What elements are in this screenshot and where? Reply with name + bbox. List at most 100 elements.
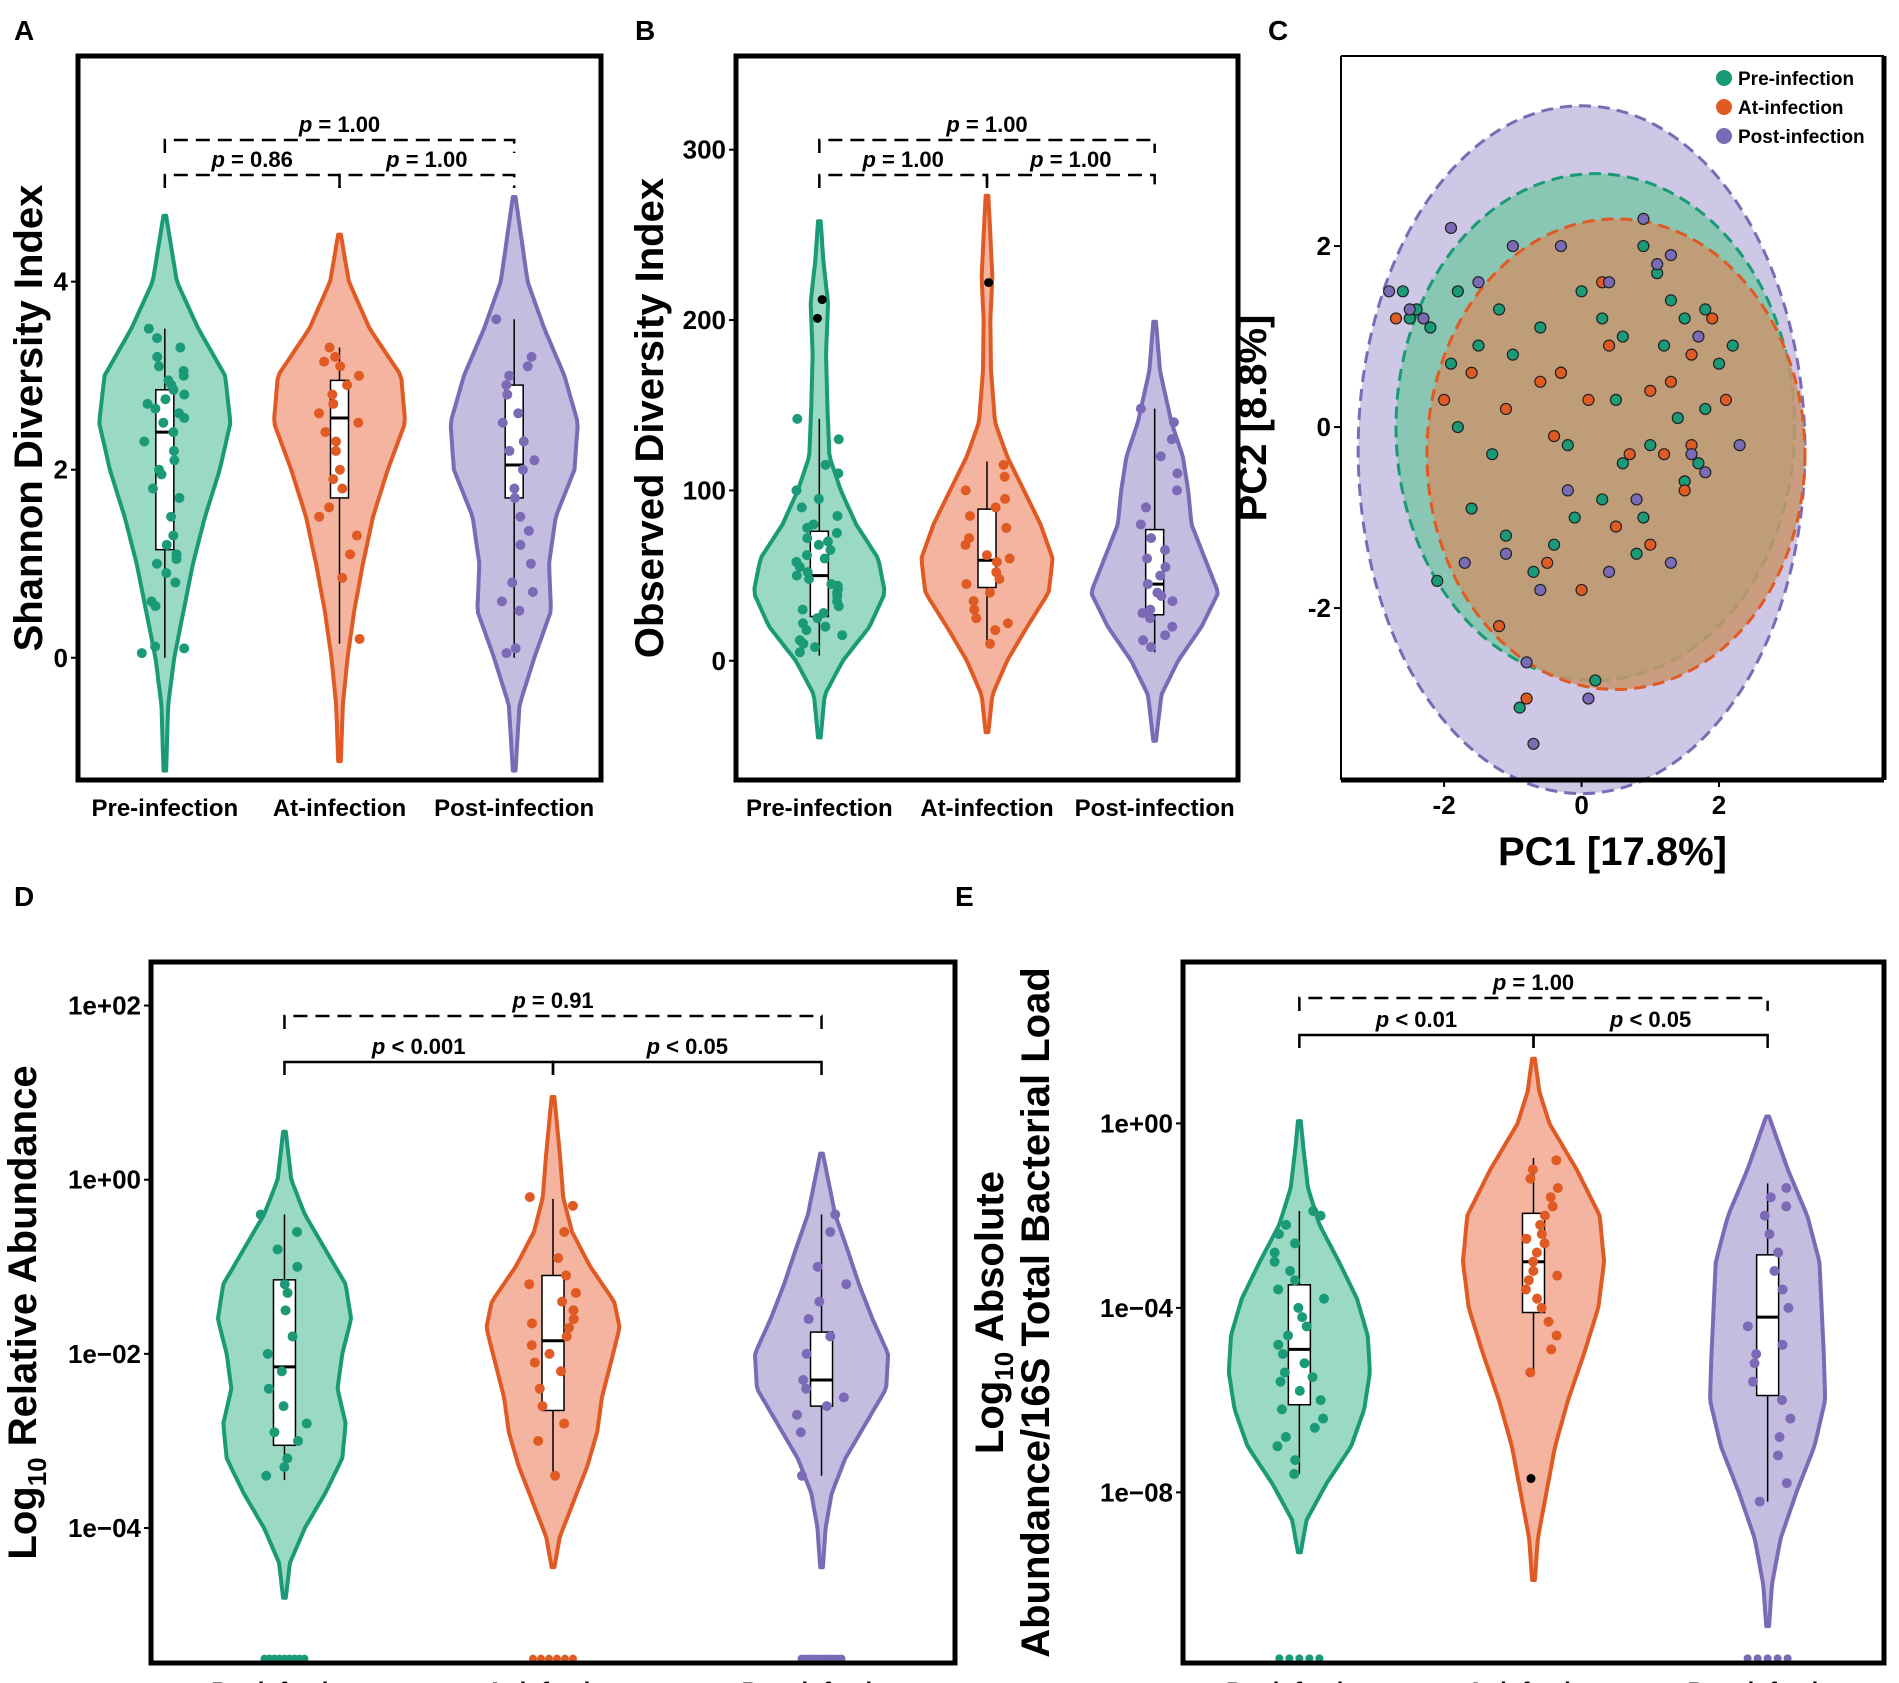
data-point <box>160 394 171 405</box>
scatter-point <box>1499 547 1513 560</box>
data-point <box>501 648 512 659</box>
data-point <box>319 356 330 367</box>
scatter-point <box>1575 583 1588 597</box>
panel-e-violin-chart: 1e−08 1e−04 1e+00 Pre-infection At-infection… <box>968 959 1887 1683</box>
data-point <box>1277 1349 1288 1360</box>
data-point <box>820 459 831 470</box>
data-point <box>1776 1395 1787 1406</box>
data-point <box>279 1279 290 1290</box>
data-point <box>1754 1496 1765 1507</box>
data-point <box>262 1348 273 1359</box>
zero-point <box>1743 1654 1752 1663</box>
p-value: < 0.001 <box>385 1034 465 1059</box>
box-iqr <box>541 1274 565 1412</box>
data-point <box>1273 1229 1284 1240</box>
data-point <box>803 1314 814 1325</box>
y-title-part: Relative Abundance <box>1 1065 45 1457</box>
box-iqr <box>1755 1254 1780 1397</box>
data-point <box>1160 630 1171 641</box>
scatter-point <box>1492 620 1506 633</box>
significance-bracket <box>818 173 989 188</box>
y-axis-title: Log10 Absolute <box>968 1171 1019 1454</box>
x-category-label: At-infection <box>273 795 406 822</box>
p-symbol: p <box>1609 1007 1623 1032</box>
data-point <box>515 539 526 550</box>
legend-marker-at <box>1716 99 1732 115</box>
x-category-label: Post-infection <box>434 795 594 822</box>
scatter-point <box>1596 493 1609 506</box>
y-axis-title: Log10 Relative Abundance <box>1 1065 52 1559</box>
data-point <box>1273 1339 1284 1350</box>
data-point <box>328 474 339 485</box>
data-point <box>324 342 335 353</box>
data-point <box>161 539 172 550</box>
scatter-point <box>1486 448 1499 461</box>
data-point <box>991 567 1002 578</box>
p-symbol: p <box>1492 970 1506 995</box>
data-point <box>1536 1302 1547 1313</box>
panel-c-pcoa-scatter: -2 0 2 -2 0 2 PC1 [17.8%] PC2 [8.8%] Pre-infecti… <box>1231 55 1887 874</box>
data-point <box>524 1192 535 1203</box>
y-tick-label: 1e−02 <box>68 1339 141 1369</box>
data-point <box>838 1392 849 1403</box>
x-axis-title: PC1 [17.8%] <box>1498 830 1727 874</box>
data-point <box>1141 502 1152 513</box>
data-point <box>158 417 169 428</box>
outlier-point <box>984 278 994 288</box>
data-point <box>820 621 831 632</box>
data-point <box>808 519 819 530</box>
data-point <box>833 434 844 445</box>
data-point <box>1301 1321 1312 1332</box>
data-point <box>331 436 342 447</box>
data-point <box>1155 570 1166 581</box>
scatter-point <box>1602 339 1616 352</box>
scatter-point <box>1678 484 1691 497</box>
data-point <box>981 550 992 561</box>
p-value: < 0.05 <box>660 1034 728 1059</box>
p-value: = 0.86 <box>225 147 293 172</box>
scatter-point <box>1664 556 1678 569</box>
data-point <box>1294 1385 1305 1396</box>
scatter-point <box>1465 366 1478 379</box>
significance-bracket <box>1298 1033 1535 1048</box>
data-point <box>161 568 172 579</box>
scatter-point <box>1657 448 1671 461</box>
scatter-point <box>1699 303 1712 316</box>
y-tick-label: 2 <box>54 455 68 485</box>
scatter-point <box>1664 249 1678 262</box>
plot-frame <box>75 53 604 783</box>
data-point <box>504 445 515 456</box>
data-point <box>984 587 995 598</box>
data-point <box>812 1261 823 1272</box>
x-tick-label: 0 <box>1574 790 1588 820</box>
data-point <box>1521 1233 1532 1244</box>
data-point <box>1172 485 1183 496</box>
scatter-point <box>1527 565 1540 578</box>
data-point <box>1290 1455 1301 1466</box>
y-axis-title: Observed Diversity Index <box>628 178 672 658</box>
data-point <box>1547 1201 1558 1212</box>
data-point <box>514 605 525 616</box>
panel-label-e: E <box>955 881 974 912</box>
legend-marker-post <box>1716 128 1732 144</box>
significance-bracket <box>163 138 516 153</box>
significance-bracket <box>985 173 1156 188</box>
data-point <box>1552 1182 1563 1193</box>
data-point <box>1290 1238 1301 1249</box>
scatter-point <box>1554 366 1568 379</box>
scatter-point <box>1671 411 1684 425</box>
y-tick-label: -2 <box>1308 593 1331 623</box>
scatter-point <box>1657 339 1671 352</box>
data-point <box>561 1270 572 1281</box>
panel-d-violin-chart: 1e−04 1e−02 1e+00 1e+02 Pre-infection At-infe… <box>1 959 958 1683</box>
x-tick-label: -2 <box>1433 790 1456 820</box>
data-point <box>550 1470 561 1481</box>
data-point <box>337 572 348 583</box>
p-symbol: p <box>210 147 224 172</box>
data-point <box>320 427 331 438</box>
scatter-point <box>1692 457 1705 470</box>
y-tick-label: 0 <box>712 646 726 676</box>
data-point <box>1145 642 1156 653</box>
data-point <box>510 643 521 654</box>
zero-point <box>1783 1654 1792 1663</box>
